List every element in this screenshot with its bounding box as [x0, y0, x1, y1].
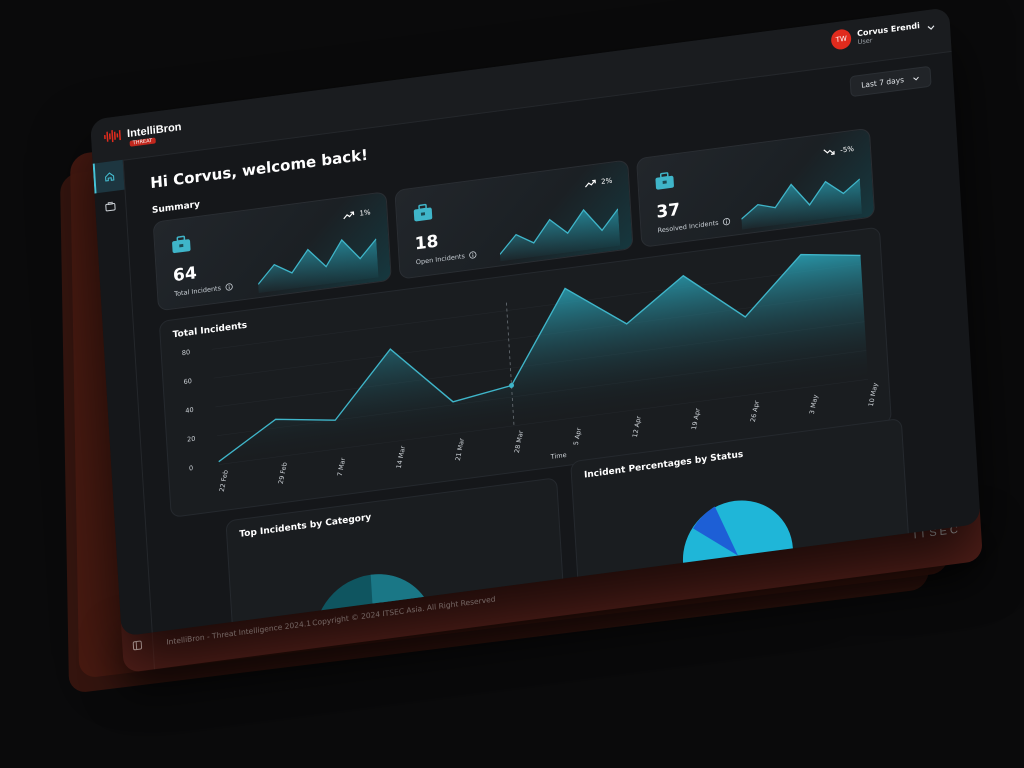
briefcase-icon: [105, 201, 116, 212]
x-tick-label: 12 Apr: [631, 415, 643, 438]
card-label-text: Total Incidents: [173, 284, 222, 299]
summary-card-open[interactable]: 2% 18 Open Incidents: [394, 159, 634, 280]
trend-up-icon: [584, 179, 596, 188]
sparkline-line: [741, 178, 861, 220]
card-label-text: Open Incidents: [415, 252, 466, 267]
card-value: 64: [172, 263, 198, 287]
sparkline-area: [258, 238, 379, 294]
change-value: 2%: [600, 176, 613, 187]
sidebar: [92, 159, 153, 637]
x-tick-label: 22 Feb: [218, 469, 230, 492]
app-logo[interactable]: IntelliBron THREAT: [103, 120, 182, 147]
x-axis-label: Time: [549, 451, 566, 461]
page-title: Hi Corvus, welcome back!: [149, 145, 369, 193]
change-indicator: 1%: [342, 208, 371, 220]
x-tick-label: 28 Mar: [513, 430, 525, 454]
total-incidents-chart-panel: Total Incidents 0 20 40 60: [158, 226, 892, 518]
pie-slice[interactable]: [692, 504, 738, 561]
summary-heading: Summary: [151, 199, 201, 216]
summary-card-resolved[interactable]: -5% 37 Resolved Incidents: [636, 127, 876, 248]
trend-down-icon: [823, 149, 836, 155]
sidebar-item-home[interactable]: [92, 159, 125, 194]
date-range-value: Last 7 days: [860, 75, 905, 90]
date-range-select[interactable]: Last 7 days: [849, 65, 932, 98]
y-tick-label: 40: [185, 406, 194, 415]
y-tick-label: 80: [182, 348, 191, 357]
hover-guide: [506, 302, 515, 426]
sparkline-area: [741, 178, 862, 230]
sidebar-item-cases[interactable]: [95, 190, 127, 224]
change-indicator: 2%: [584, 176, 613, 189]
change-indicator: -5%: [823, 145, 854, 157]
briefcase-icon: [413, 203, 433, 222]
sparkline: [257, 238, 379, 294]
x-tick-label: 3 May: [808, 394, 820, 415]
collapse-sidebar-icon[interactable]: [132, 640, 143, 651]
total-incidents-chart[interactable]: 0 20 40 60 80 22 Feb 29 Feb 7 Mar 14 Mar 21 Mar 28…: [160, 228, 891, 517]
briefcase-icon: [172, 235, 191, 254]
sparkline: [499, 208, 621, 262]
x-tick-label: 26 Apr: [749, 400, 761, 423]
y-tick-label: 20: [187, 435, 196, 444]
x-tick-label: 7 Mar: [336, 457, 348, 477]
info-icon[interactable]: [469, 250, 477, 259]
sparkline-line: [499, 208, 619, 255]
user-menu[interactable]: TW Corvus Erendi User: [830, 17, 937, 51]
chevron-down-icon[interactable]: [926, 22, 937, 33]
footer-sidebar: [120, 617, 155, 674]
app-window-3d: IntelliBron - Threat Intelligence 2024.1…: [90, 7, 983, 676]
avatar: TW: [830, 28, 852, 51]
x-tick-label: 5 Apr: [572, 427, 583, 446]
sparkline-line: [257, 238, 377, 285]
area-fill: [218, 254, 869, 465]
y-tick-label: 60: [183, 377, 192, 386]
change-value: 1%: [359, 208, 371, 218]
x-tick-label: 21 Mar: [454, 437, 466, 461]
card-label: Open Incidents: [416, 250, 477, 266]
x-tick-label: 29 Feb: [277, 462, 289, 485]
card-label: Resolved Incidents: [657, 217, 731, 235]
sparkline: [741, 178, 862, 230]
x-tick-label: 10 May: [867, 382, 880, 407]
soundwave-logo-icon: [104, 130, 121, 143]
card-value: 18: [414, 231, 440, 255]
card-value: 37: [655, 199, 681, 223]
series-line: [218, 253, 861, 463]
data-point[interactable]: [509, 382, 515, 389]
info-icon[interactable]: [722, 217, 731, 226]
sparkline-area: [499, 208, 621, 262]
x-tick-label: 19 Apr: [690, 407, 702, 430]
trend-up-icon: [343, 211, 355, 220]
top-bar: IntelliBron THREAT TW Corvus Erendi User: [90, 7, 952, 165]
info-icon[interactable]: [225, 282, 233, 291]
summary-card-total[interactable]: 1% 64 Total Incidents: [152, 191, 392, 312]
x-tick-label: 14 Mar: [395, 445, 407, 469]
chevron-down-icon: [913, 76, 919, 80]
card-label: Total Incidents: [174, 282, 233, 298]
gridline: [211, 263, 862, 350]
briefcase-icon: [655, 172, 674, 190]
y-tick-label: 0: [189, 464, 194, 472]
home-icon: [105, 172, 115, 182]
footer-bar: IntelliBron - Threat Intelligence 2024.1…: [120, 508, 983, 674]
change-value: -5%: [840, 144, 855, 155]
